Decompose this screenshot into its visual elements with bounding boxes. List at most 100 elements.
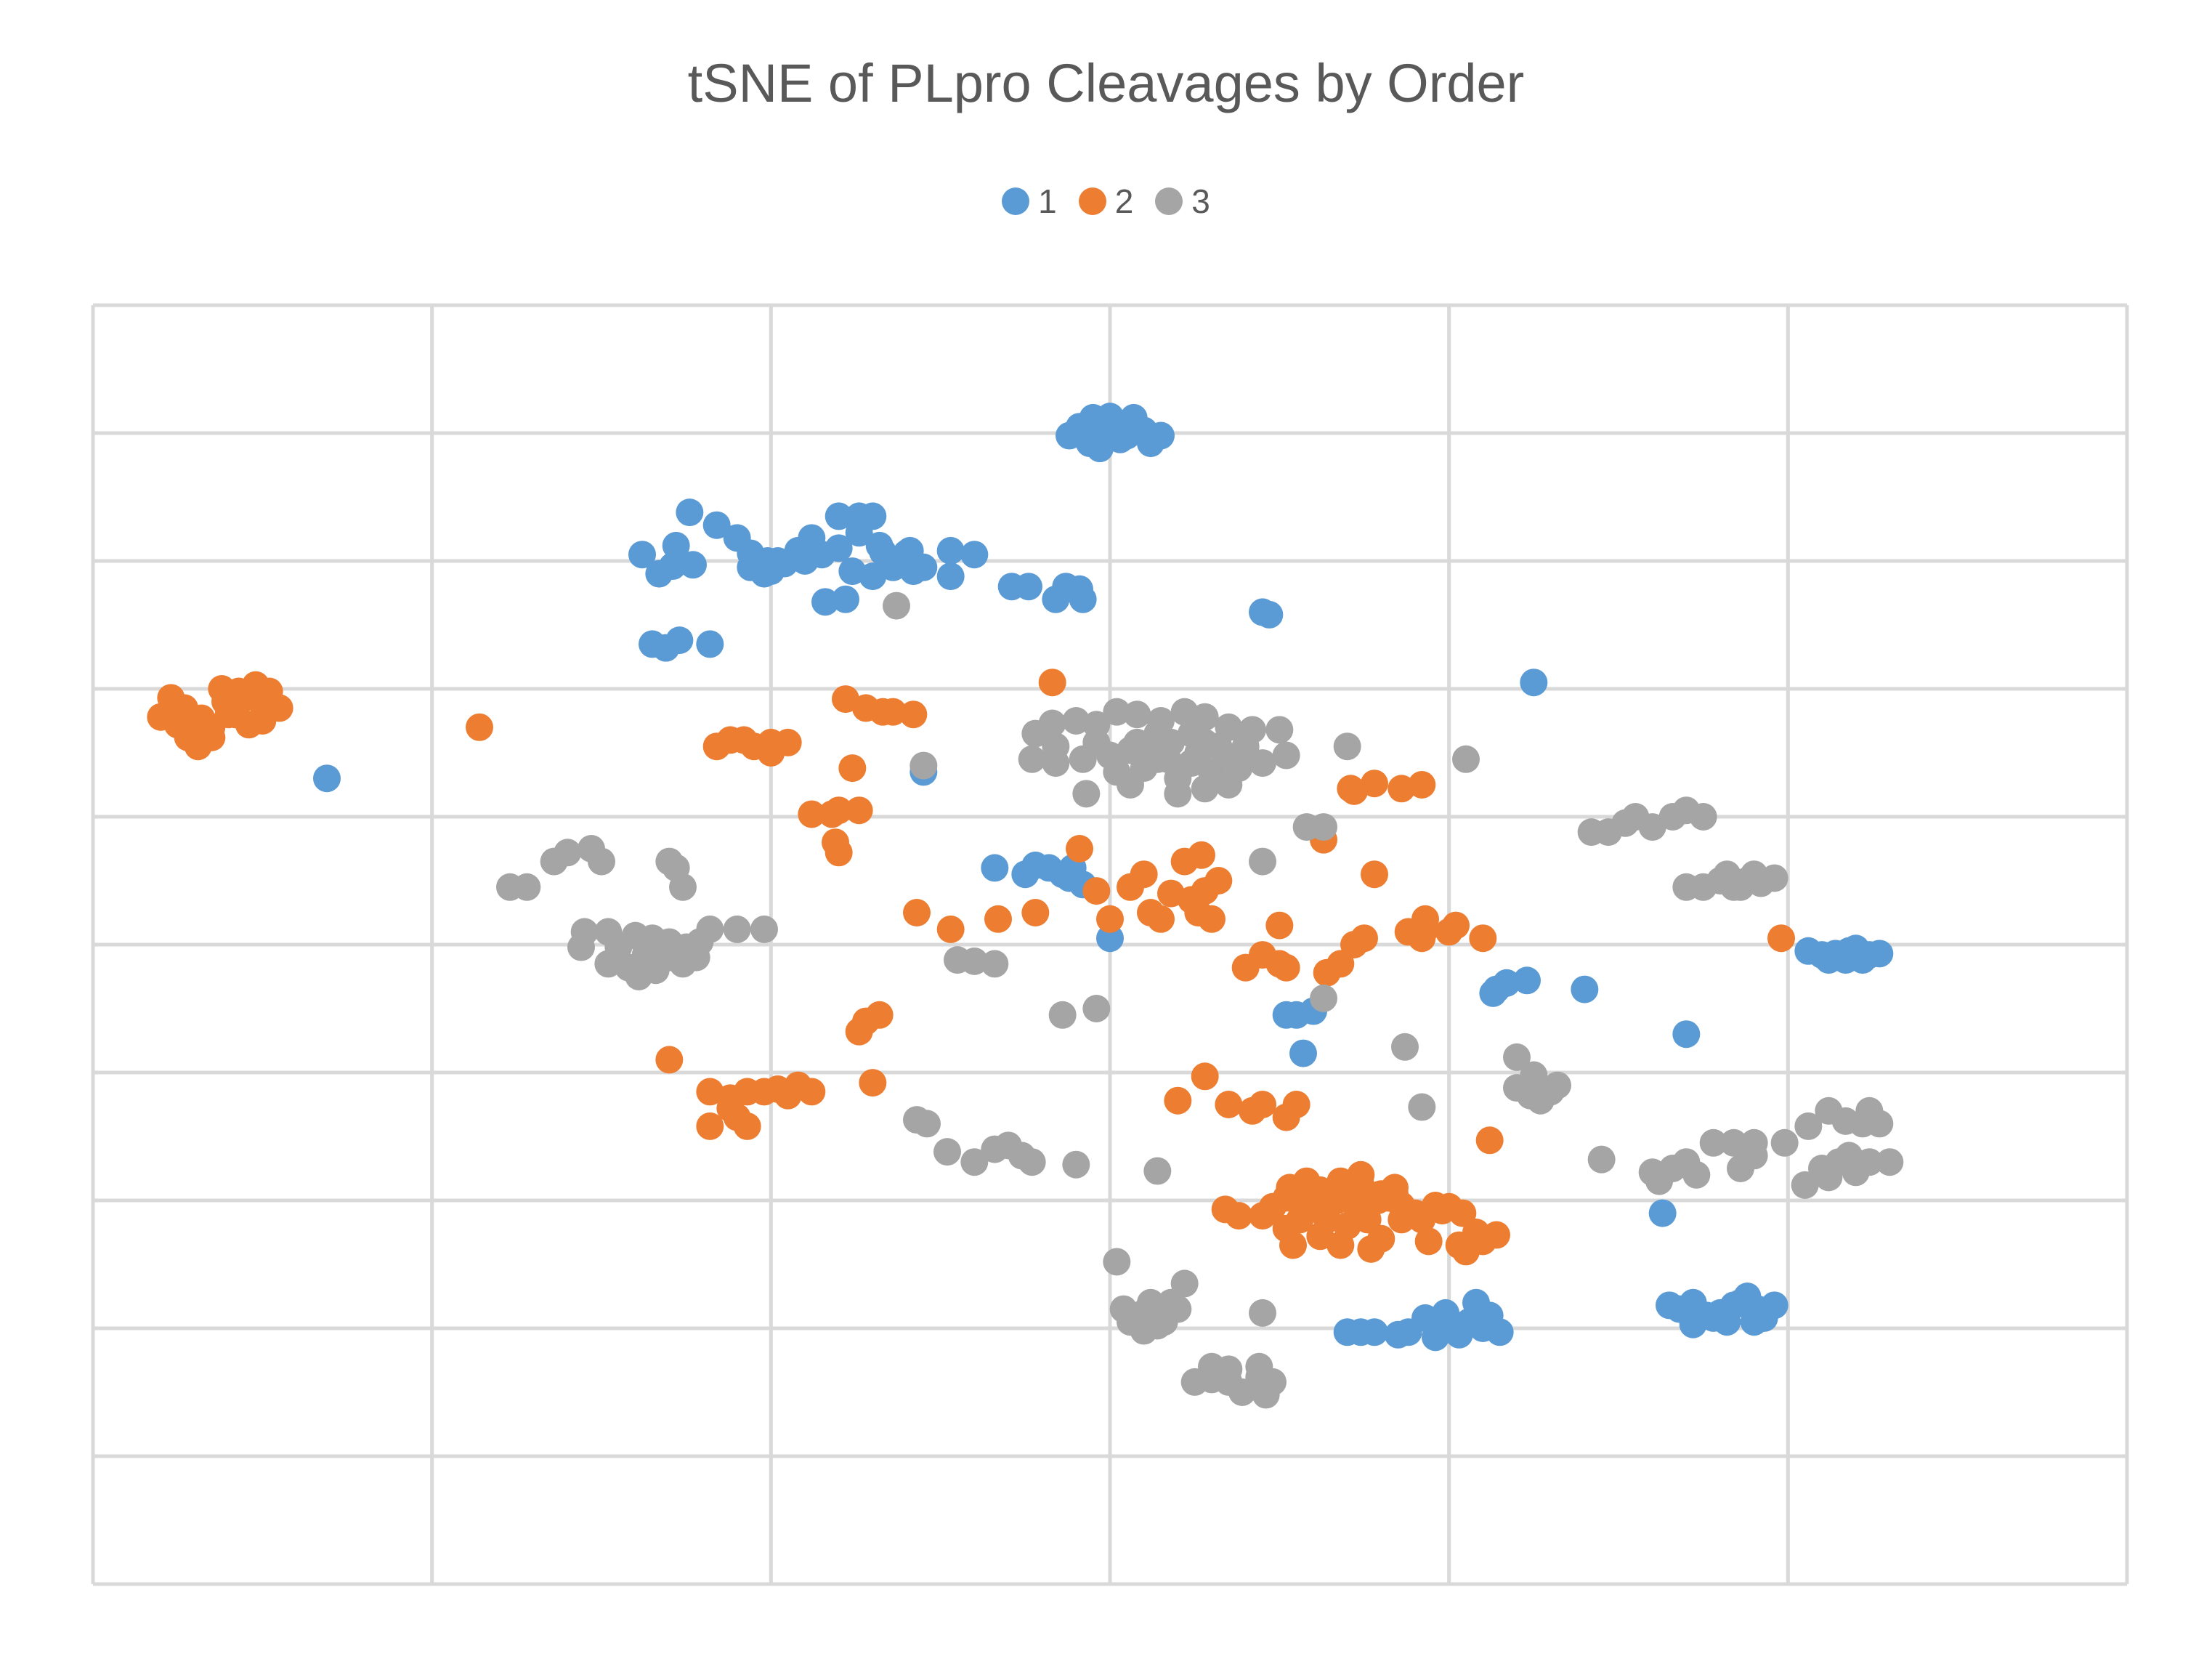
- data-point-series-1: [1282, 1001, 1310, 1029]
- data-point-series-3: [1164, 764, 1192, 793]
- legend-label-series-2: 2: [1114, 182, 1134, 220]
- data-point-series-1: [859, 502, 887, 530]
- data-point-series-2: [208, 675, 236, 703]
- data-point-series-3: [1117, 771, 1144, 799]
- data-point-series-3: [1544, 1071, 1571, 1099]
- data-point-series-2: [1361, 860, 1388, 889]
- data-point-series-3: [750, 915, 778, 943]
- data-point-series-3: [1215, 1355, 1243, 1384]
- data-point-series-2: [1265, 911, 1294, 940]
- data-point-series-3: [1249, 1299, 1276, 1327]
- data-point-series-2: [1347, 1171, 1375, 1199]
- data-point-series-1: [1147, 421, 1175, 450]
- data-point-series-3: [1794, 1112, 1823, 1140]
- data-point-series-2: [845, 1017, 873, 1046]
- data-point-series-2: [1452, 1237, 1480, 1266]
- data-point-series-3: [1503, 1043, 1531, 1071]
- data-point-series-3: [1082, 995, 1111, 1022]
- data-point-series-3: [682, 943, 710, 972]
- data-point-series-3: [588, 847, 615, 876]
- data-point-series-3: [513, 873, 541, 901]
- data-point-series-2: [1021, 899, 1050, 926]
- data-point-series-3: [1072, 780, 1101, 808]
- data-point-series-3: [1215, 771, 1243, 799]
- data-point-series-2: [157, 684, 185, 712]
- data-point-series-2: [466, 713, 493, 741]
- data-point-series-3: [933, 1138, 961, 1166]
- data-point-series-2: [222, 700, 249, 729]
- data-point-series-2: [774, 1081, 802, 1110]
- chart-title: tSNE of PLpro Cleavages by Order: [687, 53, 1525, 113]
- data-point-series-1: [1750, 1304, 1778, 1332]
- data-point-series-2: [1066, 835, 1093, 863]
- data-point-series-1: [696, 630, 724, 658]
- data-point-series-3: [1259, 1368, 1287, 1396]
- data-point-series-2: [1442, 911, 1470, 940]
- data-point-series-2: [1340, 777, 1368, 805]
- data-point-series-1: [1445, 1314, 1473, 1342]
- legend-item-series-3: 3: [1155, 182, 1210, 221]
- data-point-series-1: [838, 557, 867, 586]
- data-point-series-1: [1096, 924, 1124, 953]
- data-point-series-3: [1157, 1288, 1185, 1317]
- data-point-series-2: [1381, 1180, 1409, 1208]
- data-point-series-2: [1215, 1091, 1243, 1118]
- data-point-series-2: [655, 1046, 684, 1074]
- data-point-series-2: [984, 905, 1012, 933]
- data-point-series-1: [1699, 1304, 1727, 1332]
- data-point-series-1: [1672, 1020, 1701, 1049]
- data-point-series-3: [723, 915, 751, 943]
- data-point-series-3: [1143, 1157, 1172, 1185]
- data-point-series-3: [1137, 1288, 1164, 1317]
- data-point-series-3: [1815, 1163, 1843, 1192]
- data-point-series-3: [1042, 732, 1070, 761]
- data-point-series-3: [1719, 1128, 1748, 1157]
- data-point-series-2: [1272, 953, 1300, 982]
- data-point-series-2: [838, 754, 867, 783]
- data-point-series-3: [1391, 1033, 1419, 1061]
- data-point-series-1: [676, 498, 704, 527]
- data-point-series-3: [1699, 1128, 1727, 1157]
- data-point-series-3: [1170, 1269, 1199, 1298]
- data-point-series-3: [696, 915, 724, 943]
- data-point-series-2: [1096, 905, 1124, 933]
- data-point-series-1: [313, 764, 341, 793]
- legend: 1 2 3: [0, 182, 2212, 221]
- data-point-series-2: [1340, 931, 1368, 958]
- legend-label-series-1: 1: [1038, 182, 1057, 220]
- data-point-series-2: [1326, 950, 1355, 978]
- data-point-series-1: [893, 539, 920, 568]
- legend-item-series-2: 2: [1078, 182, 1134, 221]
- data-point-series-1: [662, 531, 690, 560]
- data-point-series-1: [750, 560, 778, 588]
- data-point-series-2: [903, 899, 931, 926]
- data-point-series-1: [702, 511, 731, 539]
- data-point-series-1: [1347, 1318, 1375, 1346]
- data-point-series-1: [679, 551, 707, 579]
- data-point-series-1: [645, 560, 673, 588]
- data-point-series-3: [1408, 1093, 1436, 1121]
- data-point-series-2: [1475, 1126, 1504, 1155]
- data-point-series-2: [1038, 669, 1066, 697]
- data-point-series-3: [1184, 739, 1212, 767]
- data-point-series-3: [567, 933, 595, 961]
- data-point-series-3: [1249, 847, 1276, 876]
- data-point-series-3: [1835, 1142, 1863, 1170]
- data-point-series-3: [669, 873, 697, 901]
- data-point-series-1: [832, 585, 859, 613]
- data-point-series-2: [1272, 1214, 1300, 1243]
- data-point-series-2: [1147, 905, 1175, 933]
- data-point-series-2: [1387, 1205, 1416, 1234]
- data-point-series-1: [825, 534, 853, 562]
- data-point-series-1: [865, 531, 894, 560]
- data-point-series-2: [1272, 1103, 1300, 1131]
- data-point-series-3: [1272, 741, 1300, 770]
- data-point-series-3: [1191, 775, 1219, 803]
- data-point-series-1: [1648, 1199, 1677, 1227]
- data-point-series-1: [628, 541, 656, 569]
- data-point-series-2: [1367, 1224, 1395, 1253]
- data-point-series-3: [1310, 813, 1337, 841]
- data-point-series-3: [1689, 803, 1717, 831]
- data-point-series-3: [1333, 732, 1361, 761]
- data-point-series-1: [1571, 975, 1599, 1003]
